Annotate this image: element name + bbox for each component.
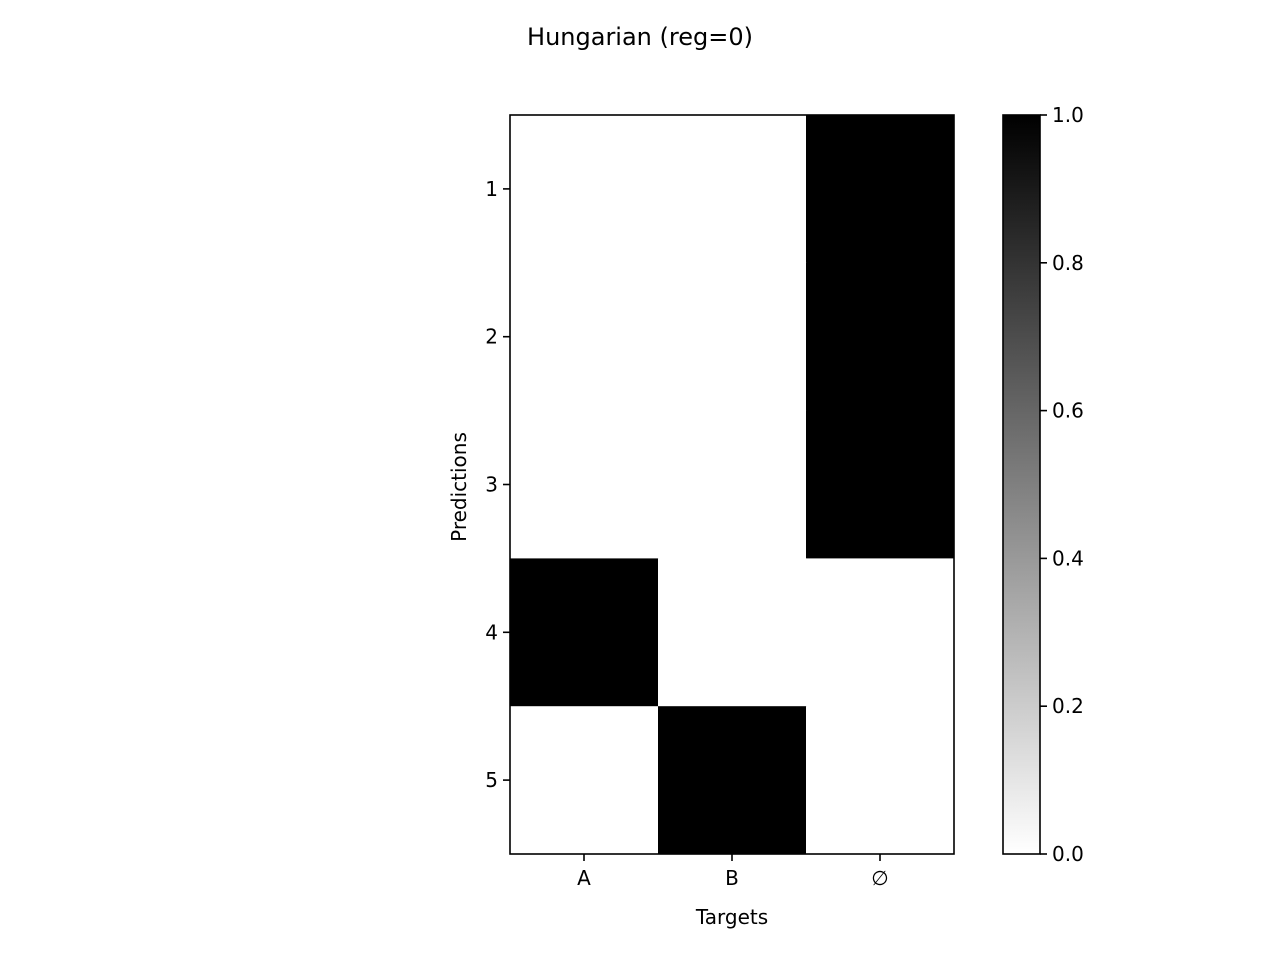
y-tick-label: 4 xyxy=(485,620,498,644)
x-axis-ticks: A B ∅ xyxy=(577,854,889,890)
heatmap-cell xyxy=(510,262,659,412)
colorbar-tick-label: 0.6 xyxy=(1052,399,1084,423)
heatmap-cell xyxy=(806,558,955,707)
colorbar-tick-label: 1.0 xyxy=(1052,103,1084,127)
heatmap-cell xyxy=(806,262,955,412)
heatmap-cell xyxy=(658,115,807,264)
heatmap-cell xyxy=(658,706,807,855)
colorbar-tick-label: 0.4 xyxy=(1052,546,1084,570)
colorbar xyxy=(1002,114,1041,855)
y-tick-label: 3 xyxy=(485,473,498,497)
heatmap-cell xyxy=(510,558,659,707)
heatmap-cell xyxy=(658,410,807,559)
heatmap-cell xyxy=(510,410,659,559)
heatmap-cell xyxy=(806,410,955,559)
heatmap-cell xyxy=(658,558,807,707)
y-tick-label: 1 xyxy=(485,177,498,201)
chart-title: Hungarian (reg=0) xyxy=(527,23,753,51)
colorbar-tick-label: 0.8 xyxy=(1052,251,1084,275)
x-tick-label: B xyxy=(725,866,739,890)
y-tick-label: 5 xyxy=(485,768,498,792)
x-axis-label: Targets xyxy=(695,905,768,929)
x-tick-label: ∅ xyxy=(871,866,888,890)
heatmap-cell xyxy=(806,706,955,855)
heatmap-cells xyxy=(510,115,955,855)
colorbar-tick-label: 0.0 xyxy=(1052,842,1084,866)
y-axis-label: Predictions xyxy=(447,432,471,542)
heatmap-cell xyxy=(510,115,659,264)
heatmap-cell xyxy=(806,115,955,264)
x-tick-label: A xyxy=(577,866,591,890)
colorbar-tick-label: 0.2 xyxy=(1052,694,1084,718)
colorbar-ticks: 0.0 0.2 0.4 0.6 0.8 1.0 xyxy=(1040,103,1084,866)
heatmap-cell xyxy=(510,706,659,855)
y-tick-label: 2 xyxy=(485,325,498,349)
heatmap-cell xyxy=(658,262,807,412)
y-axis-ticks: 1 2 3 4 5 xyxy=(485,177,510,792)
